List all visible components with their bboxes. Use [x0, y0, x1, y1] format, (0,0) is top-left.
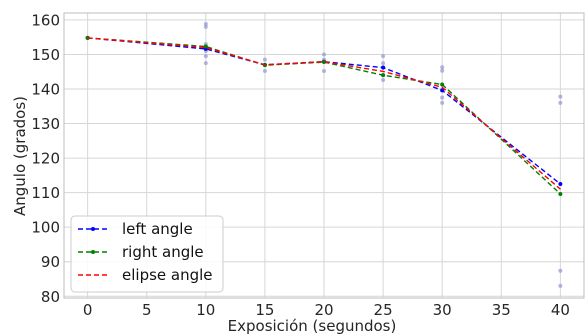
legend-label-right-angle: right angle: [122, 243, 204, 261]
x-tick-label: 35: [492, 301, 511, 319]
data-point-left-angle: [558, 182, 563, 186]
scatter-point: [440, 65, 445, 70]
legend-label-left-angle: left angle: [122, 220, 193, 238]
y-tick-label: 150: [31, 46, 60, 64]
data-point-right-angle: [440, 82, 445, 87]
scatter-point: [203, 22, 208, 27]
data-point-right-angle: [558, 192, 563, 197]
legend: left angle right angle elipse angle: [70, 215, 224, 293]
legend-marker-right-angle: [91, 250, 95, 254]
x-tick-label: 25: [374, 301, 393, 319]
series-line-elipse-angle: [87, 37, 561, 190]
data-point-left-angle: [440, 88, 445, 93]
plot-frame: [63, 12, 585, 299]
series-lines: [85, 35, 563, 197]
scatter-point: [440, 100, 445, 105]
legend-box: [70, 215, 224, 293]
scatter-point: [322, 52, 326, 57]
y-tick-labels: 80 90 100 110 120 130 140 150 160: [31, 11, 60, 305]
data-point-right-angle: [322, 60, 326, 65]
scatter-point: [381, 78, 386, 83]
scatter-point: [262, 57, 267, 62]
x-tick-labels: 0 5 10 15 20 25 30 35 40: [83, 301, 570, 319]
scatter-point: [203, 54, 208, 59]
x-tick-label: 5: [142, 301, 152, 319]
y-tick-label: 80: [41, 288, 60, 306]
scatter-point: [558, 268, 563, 273]
x-axis-label: Exposición (segundos): [228, 317, 397, 335]
x-tick-label: 40: [551, 301, 570, 319]
scatter-point: [203, 61, 208, 66]
x-tick-label: 15: [255, 301, 274, 319]
scatter-point: [262, 69, 267, 74]
x-tick-label: 0: [83, 301, 93, 319]
scatter-point: [558, 100, 563, 105]
legend-entries: left angle right angle elipse angle: [78, 220, 213, 284]
scatter-point: [203, 24, 208, 29]
scatter-point: [322, 69, 326, 74]
legend-marker-left-angle: [91, 227, 95, 231]
y-tick-label: 110: [31, 184, 60, 202]
data-point-right-angle: [203, 44, 208, 49]
scatter-point: [381, 61, 386, 66]
x-tick-label: 30: [433, 301, 452, 319]
y-tick-label: 120: [31, 150, 60, 168]
legend-label-elipse-angle: elipse angle: [122, 266, 213, 284]
scatter-point: [440, 95, 445, 100]
y-tick-label: 90: [41, 253, 60, 271]
y-tick-label: 100: [31, 219, 60, 237]
grid: [64, 13, 584, 298]
scatter-point: [558, 94, 563, 99]
y-tick-label: 130: [31, 115, 60, 133]
y-tick-label: 140: [31, 81, 60, 99]
data-point-right-angle: [381, 73, 386, 78]
data-point-left-angle: [381, 65, 386, 70]
scatter-point: [440, 68, 445, 73]
scatter-point: [558, 283, 563, 288]
x-tick-label: 20: [314, 301, 333, 319]
y-axis-label: Angulo (grados): [11, 96, 29, 216]
x-tick-label: 10: [196, 301, 215, 319]
y-tick-label: 160: [31, 11, 60, 29]
scatter-point: [381, 54, 386, 59]
